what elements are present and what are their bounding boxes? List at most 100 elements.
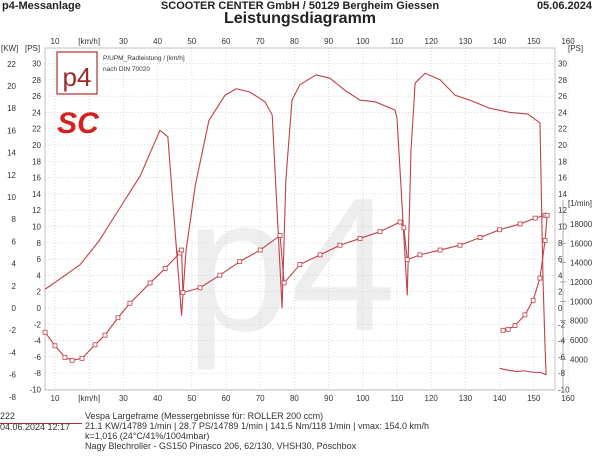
- data-point-marker: [500, 327, 506, 333]
- ps-tick-label-right: 18: [558, 157, 567, 166]
- setup-description: Nagy Blechroller - GS150 Pinasco 206, 62…: [85, 441, 357, 451]
- x-tick-label-bottom: 30: [119, 394, 128, 403]
- data-point-marker: [62, 354, 68, 360]
- kw-tick-label: 2: [12, 282, 17, 291]
- kw-tick-label: -8: [9, 393, 17, 402]
- kw-tick-label: 18: [7, 104, 16, 113]
- kw-unit-label: [KW]: [1, 44, 18, 53]
- vehicle-info: Vespa Largeframe (Messergebnisse für: RO…: [85, 411, 324, 421]
- ps-tick-label-right: 28: [558, 76, 567, 85]
- x-tick-label-bottom: 160: [561, 394, 575, 403]
- ps-unit-label-right: [PS]: [568, 44, 583, 53]
- rpm-tick-label: 10000: [570, 297, 593, 306]
- ps-tick-label-right: 6: [558, 255, 563, 264]
- data-point-marker: [180, 290, 186, 295]
- report-id: 222: [0, 411, 16, 421]
- ps-tick-label-left: 12: [32, 206, 41, 215]
- ps-tick-label-left: 0: [37, 304, 42, 313]
- report-date: 05.06.2024: [536, 0, 592, 12]
- ps-tick-label-right: -10: [558, 386, 570, 395]
- data-point-marker: [162, 266, 168, 271]
- ps-tick-label-left: -4: [34, 337, 42, 346]
- x-tick-label-top: 30: [119, 37, 128, 46]
- x-tick-label-top: 50: [187, 37, 196, 46]
- ps-tick-label-right: 26: [558, 92, 567, 101]
- data-point-marker: [522, 312, 528, 318]
- kw-tick-label: 14: [7, 149, 16, 158]
- ps-tick-label-left: 20: [32, 141, 41, 150]
- data-point-marker: [417, 252, 423, 258]
- ps-tick-label-right: 20: [558, 141, 567, 150]
- x-tick-label-bottom: 120: [425, 394, 439, 403]
- x-tick-label-top: 120: [425, 37, 439, 46]
- x-tick-label-bottom: 40: [153, 394, 162, 403]
- ps-tick-label-right: 16: [558, 174, 567, 183]
- x-tick-label-top: 70: [256, 37, 265, 46]
- kw-tick-label: 20: [7, 82, 16, 91]
- chart-title: Leistungsdiagramm: [223, 10, 377, 27]
- ps-tick-label-left: 18: [32, 157, 41, 166]
- data-point-marker: [237, 259, 243, 265]
- data-point-marker: [497, 227, 503, 233]
- rpm-tick-label: 16000: [570, 239, 593, 248]
- kw-tick-label: -2: [9, 326, 17, 335]
- data-point-marker: [357, 236, 363, 241]
- ps-tick-label-left: 8: [37, 239, 42, 248]
- ps-tick-label-left: 16: [32, 174, 41, 183]
- kw-tick-label: 8: [12, 215, 17, 224]
- x-tick-label-top: 10: [51, 37, 60, 46]
- ps-tick-label-left: 4: [37, 271, 42, 280]
- x-tick-label-top: 160: [561, 37, 575, 46]
- data-point-marker: [530, 297, 536, 303]
- rpm-tick-label: 18000: [570, 220, 593, 229]
- sc-logo: SC: [57, 107, 100, 140]
- rpm-tick-label: 8000: [570, 317, 588, 326]
- ps-tick-label-left: -6: [34, 353, 42, 362]
- watermark-logo: p4: [185, 159, 396, 371]
- data-point-marker: [544, 212, 550, 218]
- data-point-marker: [281, 280, 287, 286]
- data-point-marker: [92, 342, 98, 348]
- company-name: SCOOTER CENTER GmbH / 50129 Bergheim Gie…: [160, 0, 440, 12]
- kw-tick-label: 22: [7, 60, 16, 69]
- series-line-0: [44, 72, 547, 375]
- legend-line-2: nach DIN 70020: [103, 66, 150, 73]
- ps-tick-label-left: 22: [32, 125, 41, 134]
- ps-tick-label-right: -2: [558, 320, 566, 329]
- x-tick-label-bottom: 100: [356, 394, 370, 403]
- ps-tick-label-left: 26: [32, 92, 41, 101]
- app-name: p4-Messanlage: [2, 0, 81, 12]
- x-tick-label-bottom: 60: [222, 394, 231, 403]
- x-tick-label-top: 110: [391, 37, 404, 46]
- data-point-marker: [337, 242, 343, 248]
- ps-tick-label-right: 2: [558, 288, 563, 297]
- data-point-marker: [477, 235, 483, 240]
- ps-tick-label-left: 28: [32, 76, 41, 85]
- grid: [45, 48, 569, 390]
- data-point-marker: [52, 343, 58, 349]
- kw-tick-label: -6: [9, 371, 17, 380]
- data-point-marker: [257, 247, 263, 253]
- data-point-marker: [457, 242, 463, 248]
- series-layer: [42, 72, 550, 376]
- x-tick-label-top: 100: [356, 37, 370, 46]
- data-point-marker: [512, 323, 518, 328]
- series-line-1: [499, 367, 547, 376]
- rpm-tick-label: 4000: [570, 355, 588, 364]
- data-point-marker: [179, 247, 184, 253]
- data-point-marker: [127, 300, 133, 306]
- ps-tick-label-right: -8: [558, 369, 566, 378]
- kw-tick-label: 4: [12, 260, 17, 269]
- data-point-marker: [505, 326, 511, 332]
- kw-tick-label: 12: [7, 171, 16, 180]
- rpm-tick-label: 12000: [570, 278, 593, 287]
- kw-tick-label: 0: [12, 304, 17, 313]
- result-summary: 21.1 KW/14789 1/min | 28.7 PS/14789 1/mi…: [85, 421, 430, 431]
- x-tick-label-top: 150: [527, 37, 541, 46]
- ps-tick-label-left: 14: [32, 190, 41, 199]
- ps-tick-label-right: -4: [558, 337, 566, 346]
- footer-divider: [0, 423, 82, 424]
- x-tick-label-bottom: 150: [527, 394, 541, 403]
